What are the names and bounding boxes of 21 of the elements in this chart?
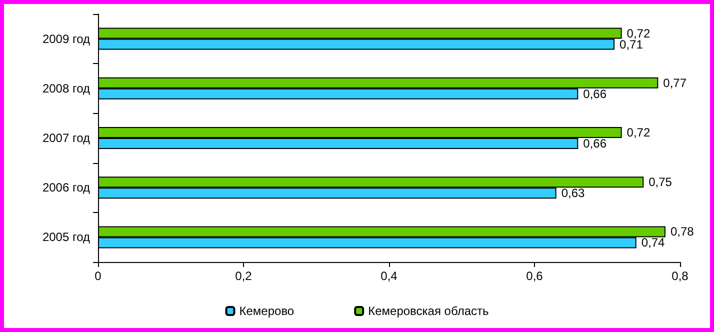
data-label: 0,77 [663, 76, 687, 90]
x-tick-label: 0,8 [672, 269, 689, 283]
y-tick-label: 2005 год [42, 230, 90, 244]
legend-label: Кемерово [239, 304, 294, 318]
y-tick-label: 2007 год [42, 131, 90, 145]
x-tick-label: 0 [94, 269, 102, 283]
y-tick-label: 2008 год [42, 81, 90, 96]
x-tick-label: 0,2 [235, 269, 252, 283]
data-label: 0,75 [648, 175, 672, 190]
y-tick-label: 2006 год [42, 180, 90, 195]
legend-label: Кемеровская область [368, 304, 489, 318]
y-tick-label: 2009 год [42, 32, 90, 46]
x-tick-label: 0,4 [380, 269, 398, 283]
data-label: 0,74 [641, 236, 666, 250]
data-label: 0,66 [583, 86, 607, 101]
data-label: 0,72 [626, 26, 650, 40]
data-label: 0,66 [583, 136, 607, 150]
data-label: 0,72 [626, 126, 650, 140]
x-tick-label: 0,6 [526, 269, 544, 283]
data-label: 0,78 [670, 224, 694, 239]
data-label: 0,63 [561, 186, 586, 200]
